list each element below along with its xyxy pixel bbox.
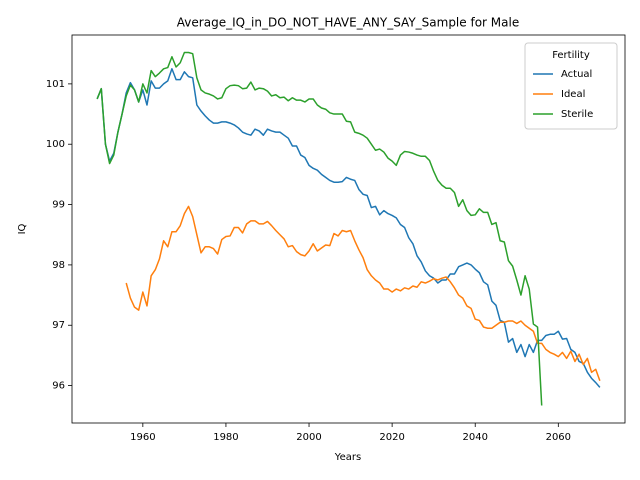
x-tick-label: 2040 — [462, 432, 487, 443]
legend: Fertility Actual Ideal Sterile — [524, 42, 618, 130]
x-tick-label: 1980 — [213, 432, 238, 443]
x-tick-label: 2060 — [546, 432, 571, 443]
x-tick-label: 2020 — [379, 432, 404, 443]
y-tick-label: 97 — [52, 320, 65, 331]
legend-label: Actual — [561, 69, 592, 80]
y-tick-label: 98 — [52, 260, 65, 271]
y-tick-label: 96 — [52, 381, 65, 392]
y-tick-label: 101 — [46, 79, 65, 90]
plot-frame — [71, 34, 626, 424]
data-line — [96, 68, 601, 388]
x-tick-label: 1960 — [130, 432, 155, 443]
data-line — [96, 51, 543, 406]
y-tick-label: 100 — [46, 139, 65, 150]
x-axis-label: Years — [334, 452, 361, 463]
chart-title: Average_IQ_in_DO_NOT_HAVE_ANY_SAY_Sample… — [177, 16, 519, 30]
data-line — [125, 205, 601, 382]
y-axis-label: IQ — [17, 223, 28, 234]
legend-label: Sterile — [561, 109, 593, 120]
legend-label: Ideal — [561, 89, 585, 100]
legend-box — [524, 42, 618, 130]
y-tick-label: 99 — [52, 200, 65, 211]
x-tick-label: 2000 — [296, 432, 321, 443]
legend-title: Fertility — [552, 50, 590, 61]
